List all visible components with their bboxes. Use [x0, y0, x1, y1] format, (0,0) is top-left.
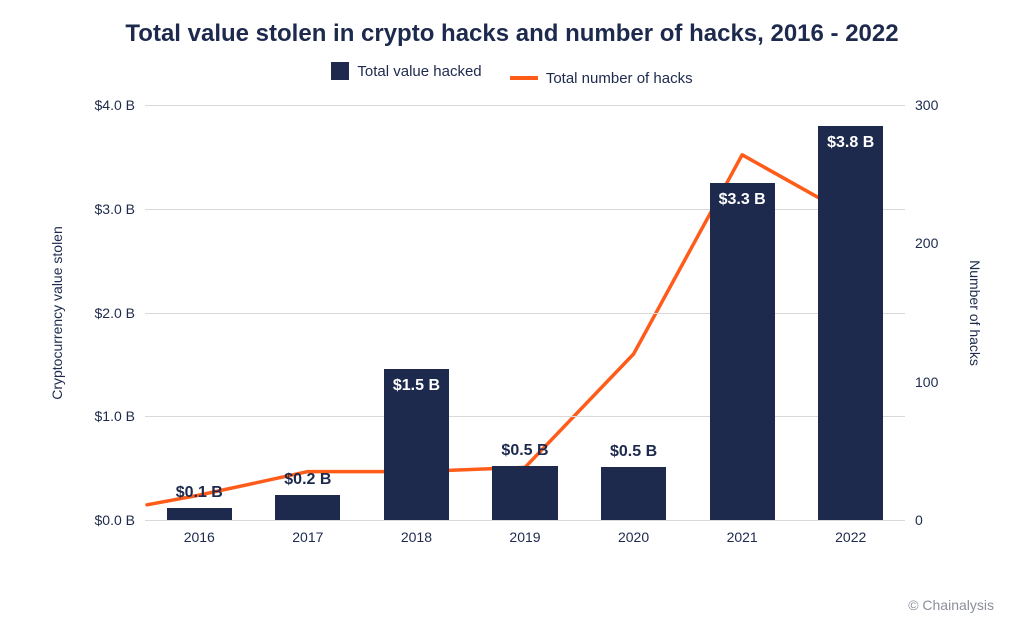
bar-label: $1.5 B: [393, 377, 440, 395]
legend-swatch-bar: [331, 62, 349, 80]
x-tick: 2016: [184, 529, 215, 545]
y-right-tick: 200: [915, 235, 955, 251]
y-left-tick: $0.0 B: [75, 512, 135, 528]
plot-area: $0.0 B$1.0 B$2.0 B$3.0 B$4.0 B0100200300…: [145, 105, 905, 520]
y-left-tick: $1.0 B: [75, 408, 135, 424]
y-left-tick: $3.0 B: [75, 201, 135, 217]
gridline: [145, 105, 905, 106]
legend-label-bar: Total value hacked: [357, 63, 481, 80]
legend: Total value hacked Total number of hacks: [0, 62, 1024, 87]
bar-label: $0.5 B: [501, 442, 548, 460]
legend-swatch-line: [510, 76, 538, 80]
bar-label: $0.1 B: [176, 484, 223, 502]
x-tick: 2018: [401, 529, 432, 545]
x-tick: 2021: [727, 529, 758, 545]
bar-label: $3.8 B: [827, 134, 874, 152]
chart-title: Total value stolen in crypto hacks and n…: [0, 20, 1024, 48]
x-tick: 2022: [835, 529, 866, 545]
y-left-tick: $4.0 B: [75, 97, 135, 113]
bar-label: $3.3 B: [719, 191, 766, 209]
bar-label: $0.2 B: [284, 471, 331, 489]
y-left-tick: $2.0 B: [75, 305, 135, 321]
legend-item-bar: Total value hacked: [331, 62, 481, 80]
bar: [275, 495, 340, 520]
bar: [492, 466, 557, 520]
chart-container: Total value stolen in crypto hacks and n…: [0, 0, 1024, 625]
bar: [818, 126, 883, 520]
x-tick: 2020: [618, 529, 649, 545]
gridline: [145, 416, 905, 417]
copyright: © Chainalysis: [908, 597, 994, 613]
gridline: [145, 209, 905, 210]
y-axis-left-label: Cryptocurrency value stolen: [49, 226, 65, 400]
legend-label-line: Total number of hacks: [546, 70, 693, 87]
legend-item-line: Total number of hacks: [510, 70, 693, 87]
bar: [167, 508, 232, 520]
x-tick: 2017: [292, 529, 323, 545]
y-right-tick: 300: [915, 97, 955, 113]
bar-label: $0.5 B: [610, 443, 657, 461]
bar: [710, 183, 775, 520]
x-tick: 2019: [509, 529, 540, 545]
y-right-tick: 0: [915, 512, 955, 528]
y-right-tick: 100: [915, 374, 955, 390]
y-axis-right-label: Number of hacks: [967, 260, 983, 366]
bar: [601, 467, 666, 520]
gridline: [145, 520, 905, 521]
gridline: [145, 313, 905, 314]
